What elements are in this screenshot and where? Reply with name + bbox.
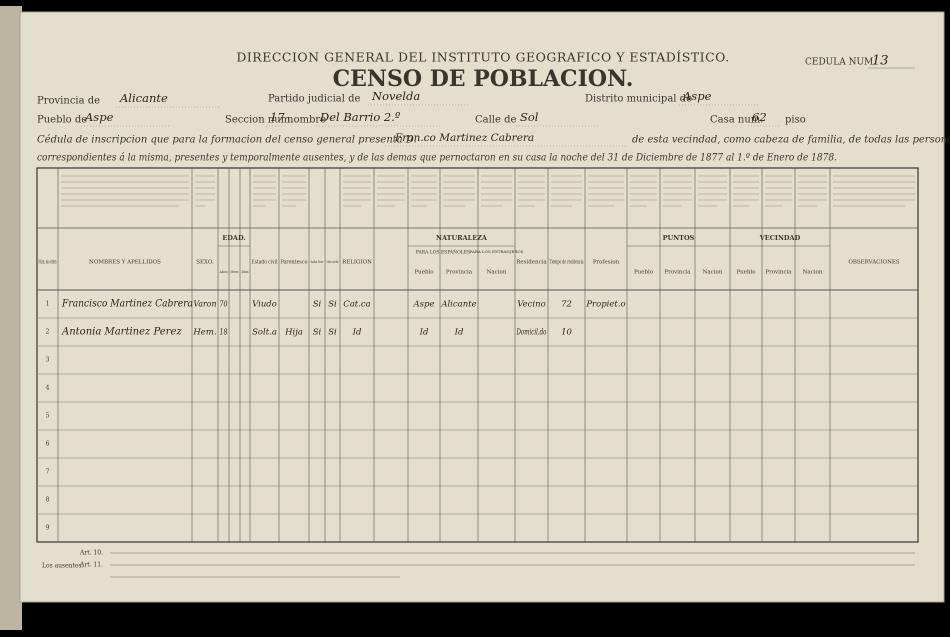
- field-value: 62: [752, 110, 767, 124]
- field-label: Provincia de: [37, 96, 100, 107]
- row-number: 1: [46, 301, 50, 308]
- statement-name: Fran.co Martinez Cabrera: [394, 132, 534, 144]
- adjacent-page: [0, 6, 22, 630]
- field-label: Pueblo de: [37, 115, 87, 126]
- statement-text: Cédula de inscripcion que para la formac…: [37, 135, 417, 146]
- column-header: Pueblo: [414, 270, 434, 276]
- cell-value: Aspe: [413, 300, 435, 310]
- cell-value: Alicante: [440, 300, 476, 310]
- column-header: Pueblo: [634, 270, 654, 276]
- cell-value: 10: [561, 328, 572, 338]
- paper: [20, 12, 944, 602]
- column-header: Años: [219, 269, 228, 274]
- field-value: Novelda: [371, 89, 420, 103]
- column-header: Días: [242, 269, 249, 274]
- cell-value: Hem.: [192, 328, 216, 338]
- cell-value: Francisco Martinez Cabrera: [61, 299, 193, 310]
- column-header: Nacion: [487, 270, 507, 276]
- row-number: 6: [46, 441, 50, 448]
- row-number: 9: [46, 525, 50, 532]
- field-label: nombre: [287, 115, 326, 126]
- column-header: Provincia: [765, 270, 792, 276]
- cell-value: Si: [313, 300, 322, 310]
- cedula-num: 13: [872, 54, 889, 69]
- row-number: 8: [46, 497, 50, 504]
- field-label: piso: [785, 115, 806, 126]
- column-header: Pueblo: [736, 270, 756, 276]
- cell-value: Si: [313, 328, 322, 338]
- footer-note: Art. 10.: [79, 550, 103, 557]
- group-header: VECINDAD: [759, 234, 801, 242]
- row-number: 5: [46, 413, 50, 420]
- row-number: 3: [46, 357, 50, 364]
- field-label: Casa num.: [710, 115, 763, 126]
- cell-value: 70: [220, 300, 228, 310]
- footer-label: Los ausentes.: [42, 563, 84, 570]
- column-header: Residencia: [516, 260, 547, 266]
- row-number: 4: [46, 385, 50, 392]
- column-header: Parentesco: [281, 260, 309, 266]
- column-header: RELIGION: [342, 260, 372, 266]
- column-header: Tiempo de residencia: [550, 260, 584, 266]
- cell-value: Antonia Martinez Perez: [61, 327, 182, 338]
- column-header: Profesion: [593, 260, 620, 266]
- cell-value: Si: [328, 328, 337, 338]
- footer-note: Art. 11.: [79, 562, 103, 569]
- subgroup-header: PARA LOS ESPAÑOLES: [416, 248, 470, 256]
- column-header: Nacion: [703, 270, 723, 276]
- cell-value: Propiet.o: [585, 300, 625, 310]
- cell-value: Vecino: [517, 300, 545, 310]
- table-frame: [36, 167, 919, 543]
- row-number: 7: [46, 469, 50, 476]
- cell-value: Domicil.do: [516, 328, 547, 338]
- row-number: 2: [46, 329, 50, 336]
- column-header: OBSERVACIONES: [848, 260, 900, 266]
- subgroup-header: PARA LOS EXTRANJEROS: [470, 249, 524, 254]
- field-label: Calle de: [475, 115, 517, 126]
- cell-value: Varon: [194, 300, 217, 310]
- heading: CENSO DE POBLACION.: [333, 66, 634, 92]
- cell-value: Viudo: [252, 300, 277, 310]
- group-header: NATURALEZA: [436, 234, 488, 242]
- field-value: Aspe: [682, 89, 712, 103]
- cell-value: Id: [454, 328, 464, 338]
- cell-value: Id: [419, 328, 429, 338]
- statement-text: de esta vecindad, como cabeza de familia…: [632, 135, 950, 146]
- cell-value: Id: [352, 328, 362, 338]
- paper-edge: [19, 11, 945, 603]
- column-header: Núm. de orden: [39, 259, 57, 266]
- cell-value: Hija: [284, 328, 303, 338]
- column-header: Nacion: [803, 270, 823, 276]
- field-value: 17: [270, 110, 285, 124]
- field-value: Alicante: [119, 91, 168, 105]
- column-header: Sabe leer: [311, 259, 324, 264]
- cell-value: 72: [561, 300, 572, 310]
- column-header: Sabe escribir: [327, 259, 339, 264]
- field-label: Seccion num.: [225, 115, 293, 126]
- column-header: NOMBRES Y APELLIDOS: [89, 260, 161, 266]
- field-label: Distrito municipal de: [585, 94, 692, 105]
- column-header: Meses: [231, 269, 239, 274]
- field-value: Sol: [520, 110, 539, 124]
- column-header: SEXO.: [196, 260, 214, 266]
- column-header: Provincia: [446, 270, 473, 276]
- field-value: Aspe: [84, 110, 114, 124]
- cell-value: 18: [220, 328, 228, 338]
- cell-value: Solt.a: [252, 328, 277, 338]
- cell-value: Si: [328, 300, 337, 310]
- office-title: DIRECCION GENERAL DEL INSTITUTO GEOGRAFI…: [236, 50, 729, 65]
- cedula-label: CEDULA NUM.: [805, 58, 876, 68]
- statement-text: correspondientes á la misma, presentes y…: [37, 153, 837, 164]
- group-header: EDAD.: [222, 234, 245, 242]
- field-label: Partido judicial de: [268, 94, 361, 105]
- group-header: PUNTOS: [663, 234, 695, 242]
- column-header: Estado civil: [252, 260, 278, 266]
- field-value: Del Barrio 2.º: [319, 110, 401, 124]
- column-header: Provincia: [664, 270, 691, 276]
- cell-value: Cat.ca: [343, 300, 371, 310]
